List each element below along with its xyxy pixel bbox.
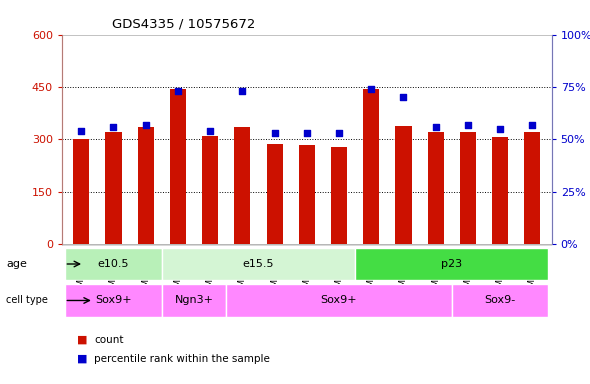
Text: Sox9+: Sox9+ (321, 295, 358, 306)
Bar (65, 248, 162, 280)
Bar (395, 126, 411, 244)
Text: p23: p23 (441, 259, 463, 269)
Point (399, 94, 408, 101)
Text: percentile rank within the sample: percentile rank within the sample (94, 354, 270, 364)
Bar (331, 147, 347, 244)
Point (463, 121, 473, 127)
Text: ■: ■ (77, 335, 87, 345)
Bar (73, 139, 89, 244)
Text: Ngn3+: Ngn3+ (175, 295, 214, 306)
Point (496, 126, 505, 132)
Text: e15.5: e15.5 (242, 259, 274, 269)
Bar (492, 137, 508, 244)
Point (141, 121, 150, 127)
Bar (428, 132, 444, 244)
Text: cell type: cell type (6, 295, 48, 306)
Text: Sox9-: Sox9- (484, 295, 516, 306)
Bar (106, 132, 122, 244)
Text: Sox9+: Sox9+ (95, 295, 132, 306)
Point (527, 121, 537, 127)
Bar (299, 145, 315, 244)
Bar (267, 144, 283, 244)
Bar (162, 284, 226, 317)
Bar (234, 127, 250, 244)
Text: e10.5: e10.5 (98, 259, 129, 269)
Point (205, 128, 215, 134)
Text: GDS4335 / 10575672: GDS4335 / 10575672 (112, 17, 255, 30)
Bar (65, 284, 162, 317)
Point (335, 130, 344, 136)
Point (77, 128, 86, 134)
Text: age: age (6, 259, 27, 269)
Bar (226, 284, 452, 317)
Bar (452, 284, 549, 317)
Bar (137, 127, 154, 244)
Bar (355, 248, 549, 280)
Bar (170, 89, 186, 244)
Bar (460, 132, 476, 244)
Bar (162, 248, 355, 280)
Text: ■: ■ (77, 354, 87, 364)
Point (109, 124, 118, 130)
Point (270, 130, 279, 136)
Point (173, 88, 183, 94)
Text: count: count (94, 335, 124, 345)
Point (238, 88, 247, 94)
Point (366, 86, 376, 92)
Point (431, 124, 440, 130)
Point (302, 130, 312, 136)
Bar (202, 136, 218, 244)
Bar (525, 132, 540, 244)
Bar (363, 89, 379, 244)
